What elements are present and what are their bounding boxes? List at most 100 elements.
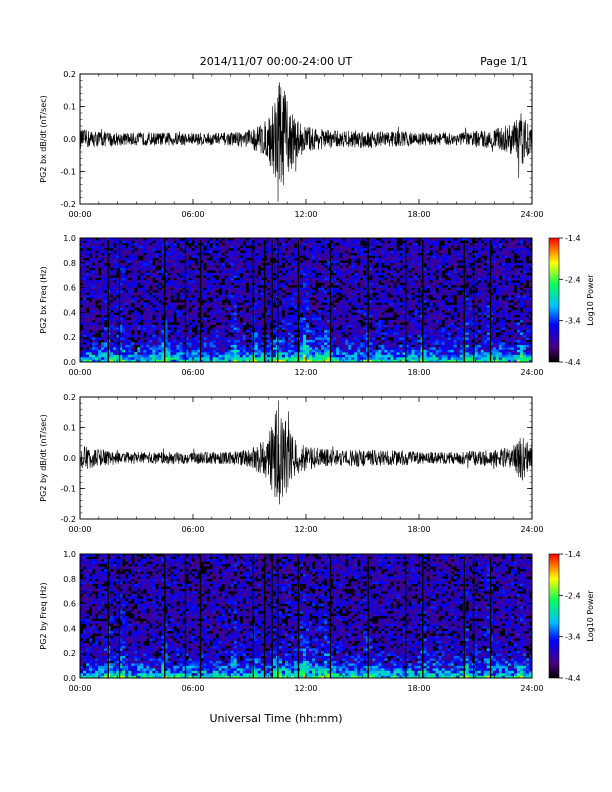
spectrogram-cell	[197, 302, 201, 306]
spectrogram-cell	[158, 342, 162, 345]
spectrogram-cell	[206, 265, 210, 269]
spectrogram-cell	[89, 327, 93, 331]
spectrogram-cell	[125, 309, 129, 313]
spectrogram-cell	[140, 352, 144, 355]
spectrogram-cell	[266, 247, 271, 251]
spectrogram-cell	[369, 347, 373, 350]
spectrogram-cell	[393, 255, 397, 259]
spectrogram-cell	[137, 245, 141, 249]
spectrogram-cell	[408, 280, 412, 283]
spectrogram-cell	[330, 359, 334, 363]
spectrogram-cell	[134, 302, 138, 306]
spectrogram-cell	[390, 322, 394, 326]
spectrogram-cell	[402, 300, 406, 303]
spectrogram-cell	[432, 339, 436, 343]
spectrogram-cell	[351, 282, 355, 286]
spectrogram-cell	[116, 334, 120, 338]
spectrogram-cell	[170, 292, 174, 296]
spectrogram-cell	[390, 252, 394, 256]
spectrogram-cell	[185, 257, 189, 261]
spectrogram-cell	[248, 262, 253, 266]
spectrogram-cell	[302, 265, 307, 269]
spectrogram-cell	[143, 287, 147, 291]
spectrogram-cell	[357, 275, 361, 278]
spectrogram-cell	[167, 280, 171, 283]
spectrogram-cell	[330, 250, 334, 254]
spectrogram-cell	[393, 238, 397, 241]
spectrogram-cell	[95, 245, 99, 249]
spectrogram-cell	[315, 252, 319, 256]
spectrogram-cell	[330, 290, 334, 293]
spectrogram-cell	[384, 334, 388, 338]
spectrogram-cell	[378, 359, 382, 363]
spectrogram-cell	[110, 285, 114, 288]
spectrogram-cell	[128, 238, 132, 241]
spectrogram-cell	[128, 339, 132, 343]
spectrogram-cell	[423, 280, 427, 283]
spectrogram-cell	[122, 322, 126, 326]
spectrogram-cell	[236, 319, 240, 323]
spectrogram-cell	[402, 347, 406, 350]
spectrogram-cell	[302, 287, 307, 291]
spectrogram-cell	[324, 242, 328, 246]
spectrogram-cell	[284, 359, 289, 363]
spectrogram-cell	[131, 252, 135, 256]
spectrogram-cell	[299, 245, 304, 249]
spectrogram-cell	[426, 280, 430, 283]
spectrogram-cell	[83, 359, 87, 363]
spectrogram-cell	[360, 252, 364, 256]
spectrogram-cell	[89, 272, 93, 276]
spectrogram-cell	[146, 295, 150, 298]
spectrogram-cell	[119, 285, 123, 288]
spectrogram-cell	[122, 238, 126, 241]
spectrogram-cell	[236, 344, 240, 348]
spectrogram-cell	[155, 324, 159, 328]
spectrogram-cell	[140, 250, 144, 254]
spectrogram-cell	[233, 245, 237, 249]
spectrogram-cell	[342, 285, 346, 288]
spectrogram-cell	[218, 337, 222, 340]
spectrogram-cell	[137, 297, 141, 301]
spectrogram-cell	[182, 267, 186, 271]
spectrogram-cell	[221, 317, 225, 321]
spectrogram-cell	[429, 240, 433, 244]
spectrogram-cell	[230, 280, 234, 283]
spectrogram-cell	[128, 267, 132, 271]
spectrogram-cell	[402, 252, 406, 256]
spectrogram-cell	[197, 334, 201, 338]
spectrogram-cell	[408, 245, 412, 249]
spectrogram-cell	[245, 247, 249, 251]
spectrogram-cell	[369, 295, 373, 298]
spectrogram-cell	[266, 257, 271, 261]
spectrogram-cell	[378, 332, 382, 335]
spectrogram-cell	[306, 275, 310, 278]
spectrogram-cell	[239, 267, 243, 271]
spectrogram-cell	[351, 238, 355, 241]
spectrogram-cell	[354, 277, 358, 281]
spectrogram-cell	[131, 344, 135, 348]
spectrogram-cell	[315, 347, 319, 350]
spectrogram-cell	[89, 290, 93, 293]
spectrogram-cell	[333, 275, 337, 278]
spectrogram-cell	[357, 247, 361, 251]
spectrogram-cell	[164, 327, 168, 331]
spectrogram-cell	[318, 300, 322, 303]
spectrogram-cell	[345, 312, 349, 316]
spectrogram-cell	[230, 287, 234, 291]
spectrogram-cell	[321, 319, 325, 323]
spectrogram-cell	[110, 290, 114, 293]
spectrogram-cell	[215, 255, 219, 259]
spectrogram-cell	[302, 272, 307, 276]
spectrogram-cell	[143, 290, 147, 293]
spectrogram-cell	[363, 277, 367, 281]
spectrogram-cell	[218, 280, 222, 283]
spectrogram-cell	[149, 337, 153, 340]
spectrogram-cell	[140, 247, 144, 251]
spectrogram-cell	[266, 337, 271, 340]
spectrogram-cell	[333, 329, 337, 333]
spectrogram-cell	[179, 317, 183, 321]
spectrogram-cell	[218, 342, 222, 345]
spectrogram-cell	[89, 352, 93, 355]
spectrogram-cell	[245, 242, 249, 246]
spectrogram-cell	[95, 265, 99, 269]
